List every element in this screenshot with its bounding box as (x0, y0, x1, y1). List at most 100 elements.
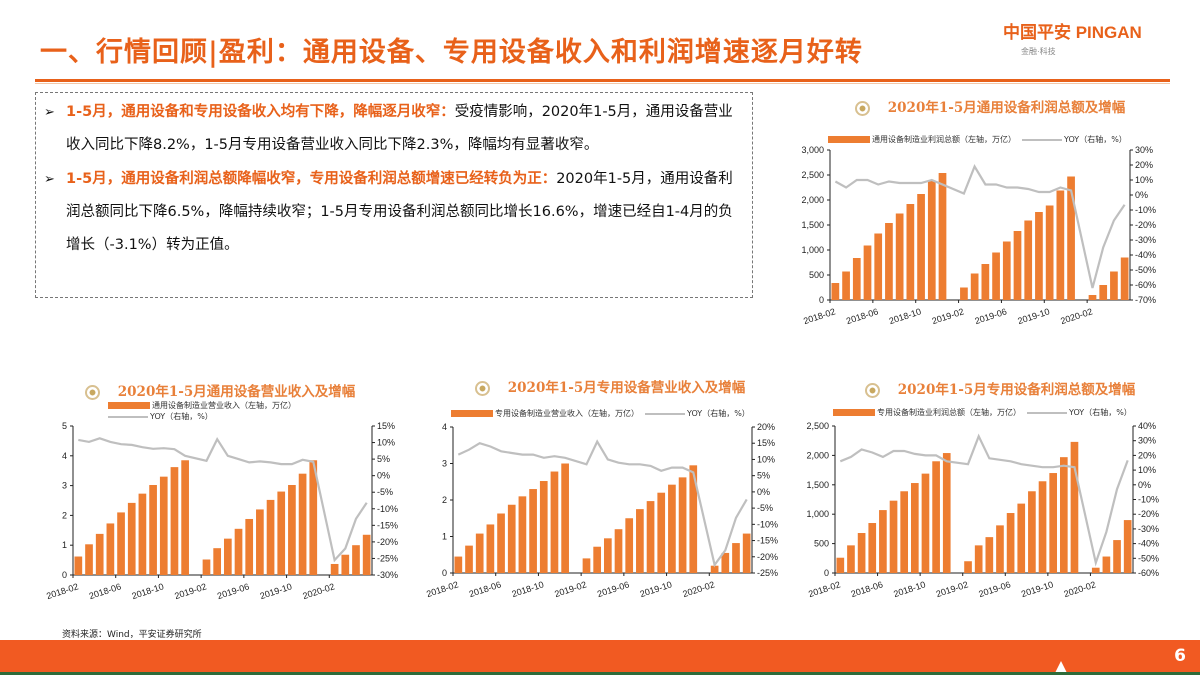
bar (885, 223, 893, 300)
bar (138, 493, 147, 575)
bullet-body: 2020年1-5月，通用设备利润总额同比下降6.5%，降幅持续收窄；1-5月专用… (66, 171, 733, 253)
right-tick-label: 20% (1138, 450, 1156, 460)
bar (74, 556, 83, 575)
bar (938, 173, 947, 300)
right-tick-label: 10% (757, 454, 775, 464)
bar (1045, 205, 1054, 300)
chart-special-equipment-profit: 2020年1-5月专用设备利润总额及增幅 专用设备制造业利润总额（左轴，万亿） YO… (800, 374, 1200, 614)
chart-plot: 0 1 2 3 4 -25% -20% -15% -10% -5% 0% 5% 10% 15% 20% 201… (425, 422, 778, 599)
right-tick-label: 15% (377, 421, 395, 431)
left-tick-label: 2,000 (806, 450, 829, 460)
right-tick-label: -15% (757, 536, 778, 546)
x-tick-label: 2019-02 (553, 579, 588, 599)
bar (603, 538, 612, 573)
right-tick-label: -70% (1135, 295, 1156, 305)
x-tick-label: 2018-06 (845, 306, 880, 326)
x-tick-label: 2018-10 (888, 306, 923, 326)
bar (330, 563, 339, 575)
bar (678, 477, 687, 573)
chart-title-text: 2020年1-5月通用设备营业收入及增幅 (117, 384, 356, 400)
bar (889, 500, 898, 573)
bar (985, 537, 994, 573)
legend-label: 通用设备制造业营业收入（左轴，万亿） (152, 401, 296, 410)
chart-title-text: 2020年1-5月通用设备利润总额及增幅 (887, 100, 1126, 116)
legend-line-swatch (108, 415, 148, 418)
yoy-line (839, 433, 1129, 567)
bar (964, 561, 972, 573)
bar (454, 556, 463, 573)
right-tick-label: 10% (1138, 465, 1156, 475)
right-tick-label: -40% (1135, 250, 1156, 260)
chart-general-equipment-profit: 2020年1-5月通用设备利润总额及增幅 通用设备制造业利润总额（左轴，万亿） YO… (780, 92, 1200, 342)
bar (1035, 212, 1043, 300)
bar (996, 525, 1004, 573)
left-tick-label: 1,000 (806, 509, 829, 519)
bar (1002, 241, 1011, 300)
bullet-circle-icon (854, 101, 870, 116)
bar (927, 180, 936, 300)
right-tick-label: 10% (377, 438, 395, 448)
left-tick-label: 2 (442, 495, 447, 505)
x-tick-label: 2018-02 (802, 306, 837, 326)
bar (942, 453, 951, 573)
legend-label: YOY（右轴，%） (1069, 408, 1132, 417)
bar (550, 471, 559, 573)
chart-special-equipment-revenue: 2020年1-5月专用设备营业收入及增幅专用设备制造业营业收入（左轴，万亿） YO… (420, 372, 800, 612)
bar (981, 264, 990, 300)
bar (234, 528, 243, 575)
bar (636, 509, 644, 573)
bar (539, 481, 548, 573)
bar (85, 544, 93, 575)
bar (213, 548, 222, 575)
x-tick-label: 2019-06 (974, 306, 1009, 326)
bar (475, 533, 484, 573)
bar (900, 491, 909, 573)
left-tick-label: 0 (62, 570, 67, 580)
right-tick-label: -15% (377, 520, 398, 530)
bar (1013, 231, 1022, 300)
bar (288, 485, 296, 575)
bar (106, 523, 115, 575)
bar (874, 233, 883, 300)
left-tick-label: 1 (62, 540, 67, 550)
bar (879, 510, 887, 573)
bar (625, 518, 634, 573)
right-tick-label: -30% (1138, 524, 1159, 534)
x-tick-label: 2019-10 (1016, 306, 1051, 326)
bar (657, 492, 666, 573)
bar (593, 546, 602, 573)
bar (970, 273, 979, 300)
bar (181, 460, 189, 575)
chart-title: 2020年1-5月专用设备营业收入及增幅 (420, 376, 800, 396)
bar (518, 496, 527, 573)
bar (1056, 190, 1065, 300)
chart-legend: 专用设备制造业营业收入（左轴，万亿） YOY（右轴，%） (451, 408, 750, 419)
legend-line-swatch (645, 412, 685, 415)
bar (857, 533, 866, 573)
left-tick-label: 4 (442, 422, 447, 432)
right-tick-label: 40% (1138, 421, 1156, 431)
right-tick-label: -20% (1135, 220, 1156, 230)
x-tick-label: 2019-10 (639, 579, 674, 599)
x-tick-label: 2019-06 (216, 581, 251, 601)
chart-title: 2020年1-5月通用设备利润总额及增幅 (780, 96, 1200, 116)
bar (932, 461, 940, 573)
right-tick-label: -10% (757, 519, 778, 529)
right-tick-label: -10% (377, 504, 398, 514)
bar (960, 287, 968, 300)
summary-box: ➢ 1-5月，通用设备和专用设备收入均有下降，降幅逐月收窄：受疫情影响，2020… (35, 92, 753, 298)
right-tick-label: 30% (1135, 145, 1153, 155)
chart-title: 2020年1-5月通用设备营业收入及增幅 (30, 380, 410, 400)
right-tick-label: -40% (1138, 539, 1159, 549)
bar (341, 554, 350, 575)
page-number: 6 (1174, 646, 1186, 666)
bar (906, 204, 915, 300)
right-tick-label: -60% (1135, 280, 1156, 290)
bar (1070, 441, 1079, 573)
right-tick-label: -5% (757, 503, 773, 513)
yoy-line (834, 164, 1126, 289)
legend-line-swatch (1027, 411, 1067, 414)
bar (529, 489, 537, 573)
bar (689, 465, 698, 573)
bar (352, 545, 360, 575)
